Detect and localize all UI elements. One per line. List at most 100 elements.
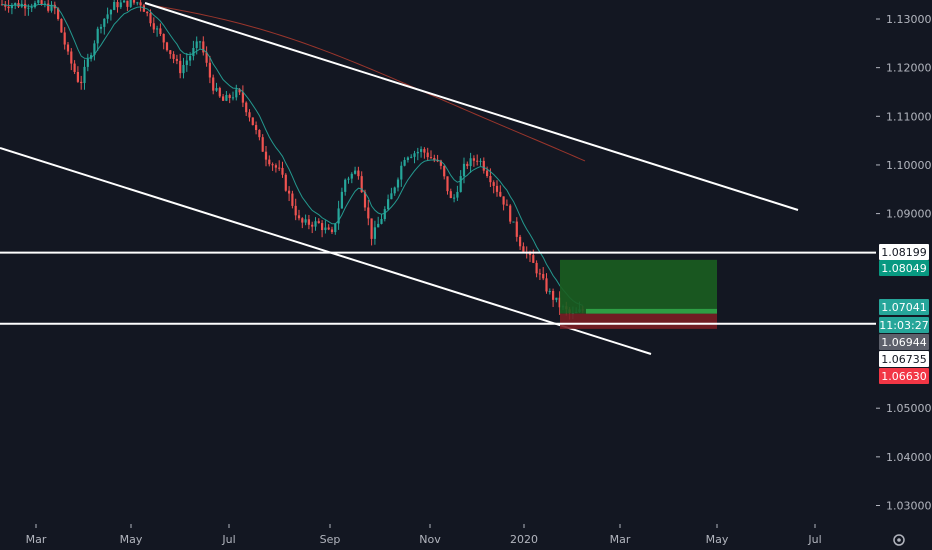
settings-gear-icon[interactable]	[893, 534, 905, 546]
candle-body	[400, 165, 403, 180]
candle-body	[380, 219, 383, 224]
candle-body	[433, 157, 436, 161]
candle-body	[383, 209, 386, 220]
trend-channel	[0, 2, 799, 355]
x-tick-label: 2020	[510, 533, 538, 546]
candle-body	[548, 291, 551, 293]
candle-body	[142, 5, 145, 12]
candle-body	[129, 0, 132, 7]
candle-body	[33, 2, 37, 8]
candle-body	[410, 156, 413, 158]
x-tick-label: May	[706, 533, 729, 546]
candle-body	[469, 158, 472, 167]
profit-zone[interactable]	[560, 259, 717, 314]
candle-body	[495, 185, 499, 192]
candle-body	[175, 58, 178, 61]
loss-zone[interactable]	[560, 313, 717, 329]
candle-body	[542, 274, 545, 279]
candle-body	[159, 28, 162, 34]
candle-body	[538, 273, 541, 275]
y-tick-label: 1.11000	[886, 110, 932, 123]
candle-body	[208, 62, 211, 78]
candle-body	[307, 219, 310, 225]
candle-body	[344, 179, 347, 192]
candle-body	[291, 193, 294, 206]
candle-body	[420, 149, 423, 152]
candle-body	[205, 52, 208, 63]
candle-body	[278, 167, 281, 169]
candle-body	[132, 0, 136, 3]
x-tick-label: May	[120, 533, 143, 546]
candle-body	[271, 164, 274, 166]
price-axis[interactable]: 1.13000 1.12000 1.11000 1.10000 1.09000 1.050…	[876, 13, 932, 513]
price-tag-label: 1.06630	[881, 370, 927, 383]
candle-body	[165, 42, 169, 51]
candle-body	[57, 8, 60, 19]
candle-body	[426, 152, 429, 158]
time-axis[interactable]: Mar May Jul Sep Nov 2020 Mar May Jul	[26, 524, 822, 546]
lower-trendline[interactable]	[0, 147, 652, 355]
candle-body	[505, 204, 508, 206]
candle-body	[274, 165, 277, 168]
candle-body	[202, 41, 205, 53]
candle-body	[436, 160, 439, 162]
price-tag-label: 11:03:27	[879, 319, 928, 332]
candle-body	[258, 130, 261, 138]
candle-body	[519, 236, 522, 247]
candle-body	[255, 125, 258, 131]
candle-body	[66, 44, 70, 52]
candle-body	[528, 253, 532, 256]
candle-body	[512, 221, 515, 223]
candle-body	[476, 160, 479, 162]
candle-body	[545, 278, 548, 292]
candle-body	[40, 0, 43, 5]
candle-body	[86, 58, 89, 67]
candle-body	[284, 174, 287, 191]
candle-body	[489, 175, 492, 183]
candle-body	[459, 176, 462, 192]
candle-body	[403, 159, 406, 166]
candle-body	[241, 92, 244, 103]
candle-body	[456, 191, 459, 198]
candle-body	[179, 60, 182, 74]
candle-body	[136, 2, 139, 4]
candle-body	[324, 227, 327, 231]
candle-body	[126, 0, 129, 7]
candle-body	[73, 63, 76, 72]
candle-body	[387, 199, 390, 210]
candle-body	[119, 2, 122, 8]
long-position-tool[interactable]	[560, 259, 717, 329]
candle-body	[212, 77, 215, 91]
candle-body	[532, 255, 535, 263]
price-tag-countdown	[879, 317, 929, 333]
candle-body	[222, 96, 225, 101]
candle-body	[423, 149, 426, 153]
candle-body	[228, 95, 231, 98]
candle-body	[466, 163, 469, 167]
candle-body	[304, 219, 307, 223]
candle-body	[443, 165, 446, 177]
price-tag-label: 1.08049	[881, 262, 927, 275]
candle-body	[499, 191, 502, 197]
candle-body	[14, 3, 17, 6]
candle-body	[106, 14, 109, 19]
upper-trendline[interactable]	[144, 2, 799, 211]
candle-body	[340, 191, 343, 209]
candle-body	[80, 81, 83, 84]
candle-body	[317, 221, 320, 224]
x-tick-label: Mar	[26, 533, 47, 546]
candle-body	[96, 28, 99, 44]
candle-body	[479, 160, 482, 162]
candle-body	[99, 26, 103, 29]
candle-body	[251, 117, 254, 126]
candle-body	[27, 7, 30, 9]
horizontal-lines[interactable]	[0, 251, 876, 325]
candle-body	[93, 43, 96, 56]
y-tick-label: 1.04000	[886, 451, 932, 464]
candle-body	[321, 223, 324, 231]
candle-body	[231, 97, 235, 99]
price-tag-stop-loss	[879, 368, 929, 384]
candle-body	[149, 13, 152, 24]
